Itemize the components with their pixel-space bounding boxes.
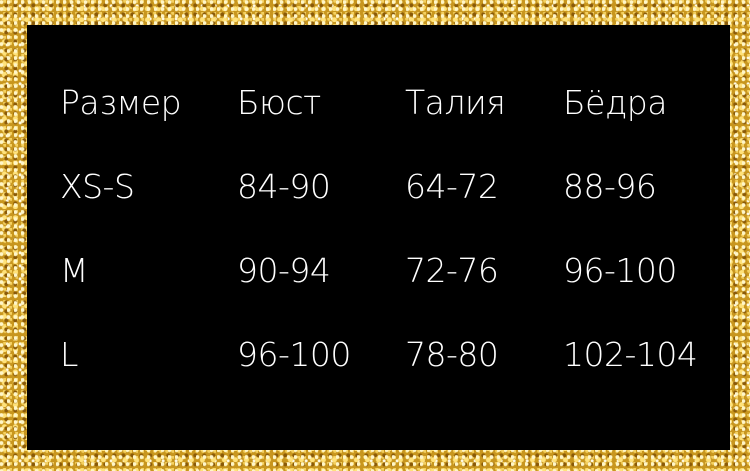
cell-waist: 64-72 bbox=[405, 167, 499, 206]
cell-hips: 88-96 bbox=[563, 167, 657, 206]
cell-bust: 96-100 bbox=[237, 335, 351, 374]
cell-bust: 90-94 bbox=[237, 251, 331, 290]
cell-size: M bbox=[60, 251, 88, 290]
cell-size: L bbox=[60, 335, 78, 374]
header-waist: Талия bbox=[405, 83, 506, 122]
cell-waist: 72-76 bbox=[405, 251, 499, 290]
cell-size: XS-S bbox=[60, 167, 135, 206]
header-hips: Бёдра bbox=[563, 83, 667, 122]
cell-hips: 96-100 bbox=[563, 251, 677, 290]
size-chart-panel: Размер Бюст Талия Бёдра XS-S 84-90 64-72 88-96 M… bbox=[27, 25, 730, 450]
cell-hips: 102-104 bbox=[563, 335, 698, 374]
cell-bust: 84-90 bbox=[237, 167, 331, 206]
cell-waist: 78-80 bbox=[405, 335, 499, 374]
header-bust: Бюст bbox=[237, 83, 321, 122]
header-size: Размер bbox=[60, 83, 182, 122]
